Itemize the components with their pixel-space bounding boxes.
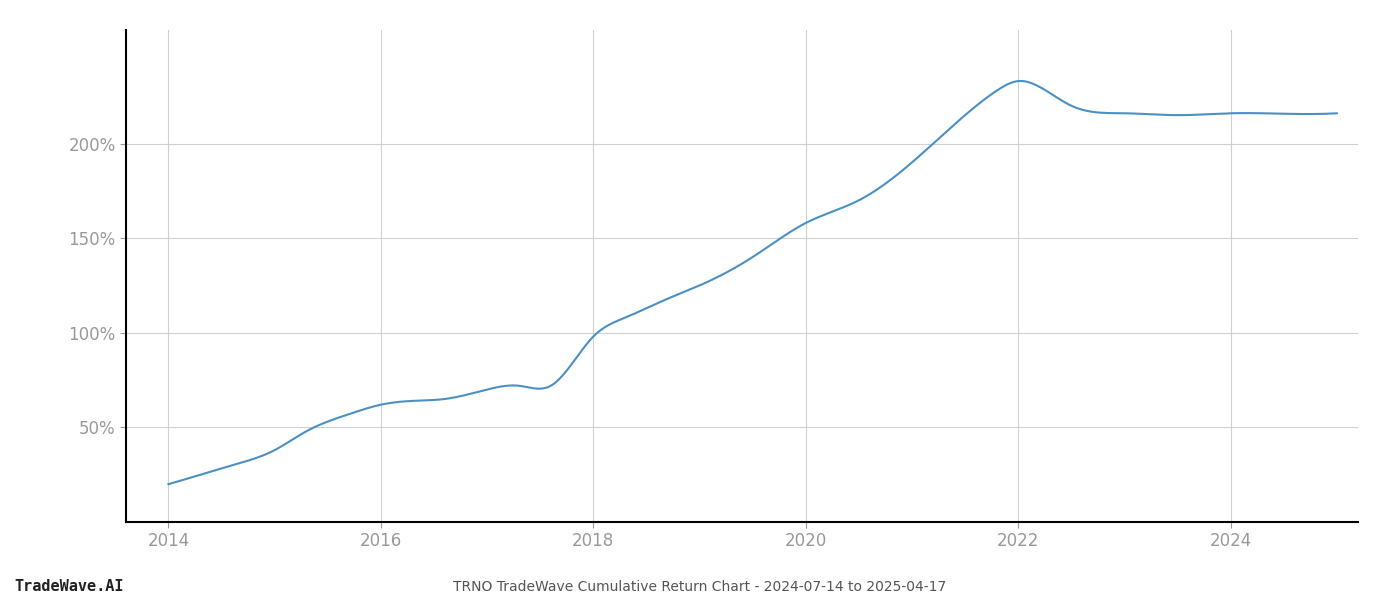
Text: TRNO TradeWave Cumulative Return Chart - 2024-07-14 to 2025-04-17: TRNO TradeWave Cumulative Return Chart -…: [454, 580, 946, 594]
Text: TradeWave.AI: TradeWave.AI: [14, 579, 123, 594]
